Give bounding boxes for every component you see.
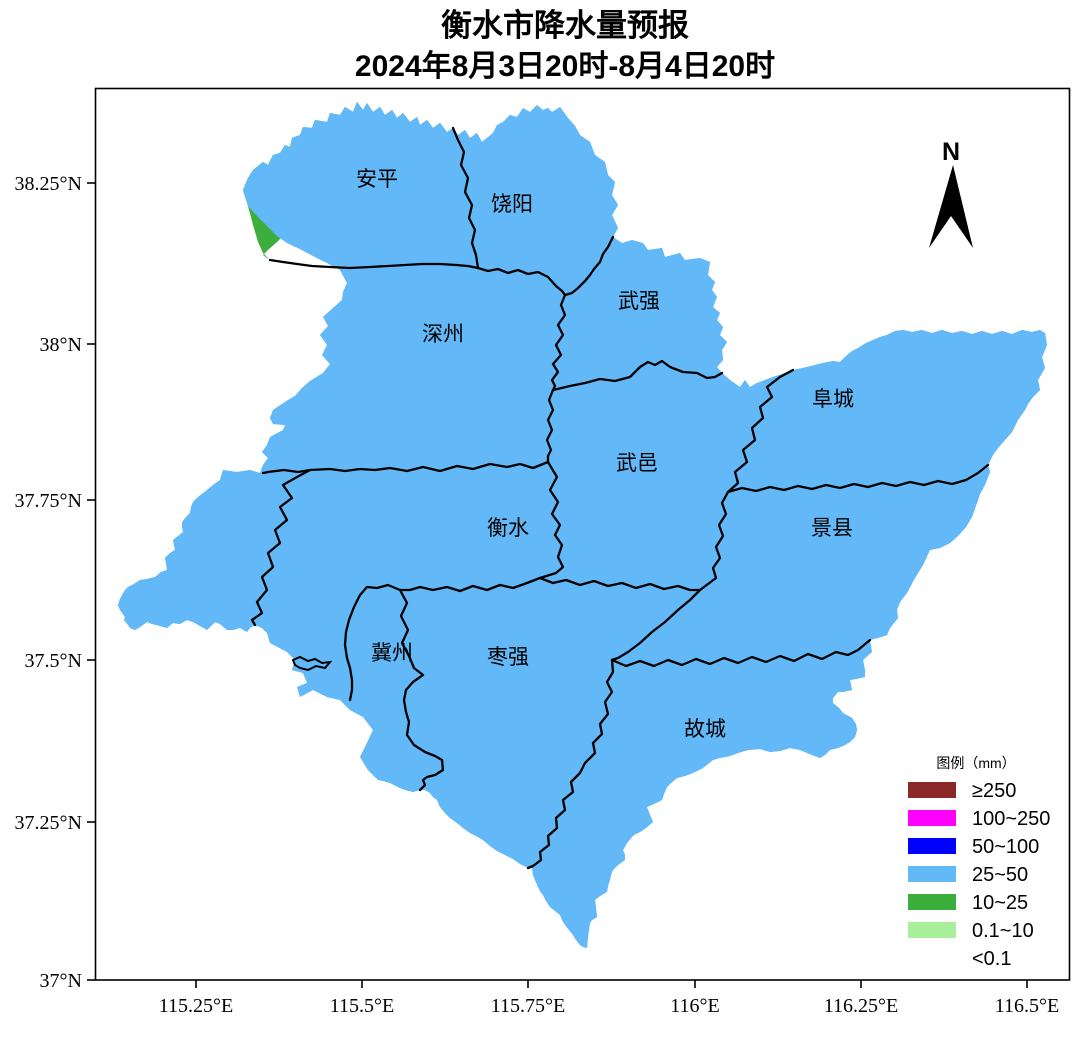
legend: 图例（mm） ≥250 100~250 50~100 25~50 10~25 0.1~10… [908,755,1050,970]
border-wuyi-zaoqiang [538,576,702,592]
district-label: 安平 [356,168,398,191]
y-tick-label: 37.75°N [15,490,82,512]
y-tick-label: 37°N [40,970,82,992]
border-anping-raoyang [451,126,480,270]
border-shenzhou-hengshui [261,460,550,475]
border-raoyang-wuqiang [563,235,615,297]
legend-swatch [908,810,956,826]
x-tick-label: 116°E [670,995,719,1017]
legend-items: ≥250 100~250 50~100 25~50 10~25 0.1~10 <0.1 [908,780,1050,970]
district-label: 武邑 [616,452,658,475]
legend-swatch [908,838,956,854]
border-wuqiang-wuyi [551,359,724,392]
border-shenzhou-wuyi [545,388,555,464]
district-label: 衡水 [487,517,529,540]
border-hengshui-jizhou-west [250,468,312,627]
district-label: 饶阳 [491,193,533,216]
legend-swatch [908,950,956,966]
legend-title: 图例（mm） [936,755,1015,771]
legend-item-label: 0.1~10 [972,920,1034,942]
district-boundaries [250,126,990,870]
x-tick-label: 116.5°E [995,995,1059,1017]
border-zaoqiang-jingxian [610,588,702,662]
page-subtitle: 2024年8月3日20时-8月4日20时 [355,50,775,83]
page-title: 衡水市降水量预报 [441,8,689,43]
legend-item-label: 100~250 [972,808,1050,830]
x-tick-label: 115.75°E [491,995,565,1017]
legend-item-label: ≥250 [972,780,1016,802]
legend-swatch [908,922,956,938]
plot-frame [94,87,1071,981]
x-axis: 115.25°E 115.5°E 115.75°E 116°E 116.25°E 116.… [159,980,1059,1017]
legend-swatch [908,782,956,798]
compass-n-label: N [942,138,960,166]
border-shenzhou-raoyang [476,266,567,297]
compass: N [929,138,973,248]
district-label: 深州 [422,323,464,346]
legend-swatch [908,894,956,910]
border-fucheng-jingxian [726,463,990,494]
border-wuyi-jingxian [698,490,730,592]
y-tick-label: 38.25°N [15,173,82,195]
border-anping-shenzhou [268,258,480,270]
border-wuyi-fucheng [726,368,795,494]
border-jingxian-gucheng [610,638,872,668]
district-label: 景县 [811,517,853,540]
district-label: 阜城 [812,388,854,411]
x-tick-label: 115.5°E [330,995,394,1017]
district-label: 武强 [618,290,660,313]
border-shenzhou-wuqiang [550,293,567,392]
legend-swatch [908,866,956,882]
district-label: 故城 [684,718,726,741]
border-jizhou-zaoqiang [398,588,445,792]
x-tick-label: 116.25°E [824,995,898,1017]
lake-islet [291,655,333,672]
legend-item-label: 50~100 [972,836,1039,858]
border-hengshui-jizhou-south [343,583,402,702]
border-zaoqiang-gucheng [526,658,615,870]
north-arrow-icon [929,165,973,248]
legend-item-label: <0.1 [972,948,1011,970]
x-tick-label: 115.25°E [159,995,233,1017]
legend-item-label: 10~25 [972,892,1028,914]
legend-item-label: 25~50 [972,864,1028,886]
district-label: 冀州 [371,642,413,665]
district-label: 枣强 [487,646,529,669]
y-tick-label: 37.5°N [25,650,82,672]
border-hengshui-zaoqiang [398,576,542,593]
border-hengshui-wuyi [538,460,565,580]
y-tick-label: 37.25°N [15,812,82,834]
y-tick-label: 38°N [40,334,82,356]
y-axis: 38.25°N 38°N 37.75°N 37.5°N 37.25°N 37°N [15,173,95,992]
